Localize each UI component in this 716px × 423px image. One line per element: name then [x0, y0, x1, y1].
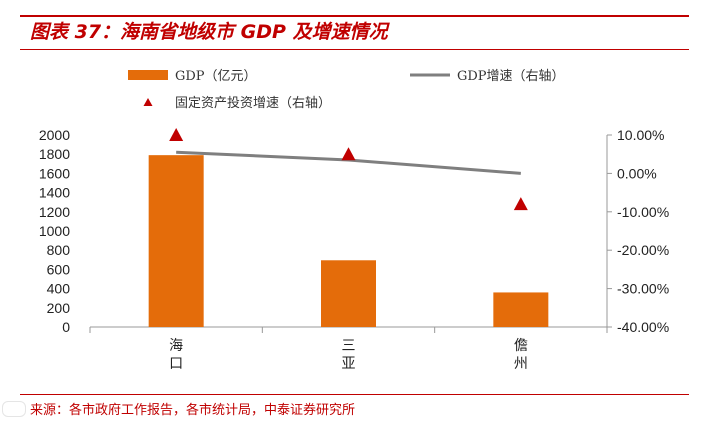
- category-label-char: 亚: [342, 356, 356, 372]
- legend-swatch-gdp: [128, 70, 168, 80]
- title-bar: 图表 37：海南省地级市 GDP 及增速情况: [0, 0, 716, 50]
- left-tick-label: 600: [47, 261, 71, 277]
- gdp-bar: [321, 260, 376, 327]
- left-tick-label: 1600: [39, 165, 70, 181]
- category-label-char: 海: [169, 338, 183, 354]
- left-tick-label: 0: [62, 319, 70, 335]
- gdp-bar: [493, 292, 549, 327]
- right-tick-label: -40.00%: [617, 319, 669, 335]
- left-tick-label: 1400: [39, 185, 70, 201]
- category-label-char: 州: [514, 356, 528, 372]
- investment-growth-marker: [169, 128, 184, 141]
- top-rule: [20, 15, 689, 17]
- watermark-icon: [2, 401, 26, 417]
- left-tick-label: 400: [47, 281, 71, 297]
- gdp-bar: [148, 155, 204, 327]
- title-underline: [20, 49, 689, 50]
- investment-growth-marker: [341, 147, 356, 161]
- left-tick-label: 200: [47, 300, 71, 316]
- chart-title: 图表 37：海南省地级市 GDP 及增速情况: [30, 21, 388, 43]
- left-tick-label: 2000: [39, 127, 70, 143]
- left-axis-ticks: 0 200 400 600 800 1000 1200 1400 1600 1800 2000: [39, 127, 70, 335]
- bars: [148, 155, 549, 327]
- source-note: 来源：各市政府工作报告，各市统计局，中泰证券研究所: [30, 399, 355, 418]
- left-tick-label: 1000: [39, 223, 70, 239]
- investment-growth-marker: [513, 197, 528, 211]
- legend-marker-investment: [143, 98, 153, 106]
- legend-label-investment: 固定资产投资增速（右轴）: [175, 95, 331, 111]
- legend-label-gdp-growth: GDP增速（右轴）: [457, 69, 565, 84]
- left-tick-label: 800: [47, 242, 71, 258]
- left-tick-label: 1200: [39, 204, 70, 220]
- investment-markers: [169, 128, 528, 211]
- source-text: 各市政府工作报告，各市统计局，中泰证券研究所: [69, 403, 356, 418]
- legend: GDP（亿元） GDP增速（右轴） 固定资产投资增速（右轴）: [128, 69, 565, 111]
- right-axis-ticks: 10.00% 0.00% -10.00% -20.00% -30.00% -40.00%: [607, 127, 669, 335]
- right-tick-label: -20.00%: [617, 242, 669, 258]
- legend-label-gdp: GDP（亿元）: [175, 69, 257, 84]
- right-tick-label: -10.00%: [617, 204, 669, 220]
- left-tick-label: 1800: [39, 146, 70, 162]
- category-label-char: 口: [169, 356, 183, 372]
- right-tick-label: 10.00%: [617, 127, 664, 143]
- footer-rule: [20, 394, 689, 395]
- category-label-char: 三: [342, 338, 356, 354]
- category-label-char: 儋: [514, 338, 528, 354]
- right-tick-label: 0.00%: [617, 165, 657, 181]
- category-labels: 海口 三亚 儋州: [89, 327, 608, 372]
- source-label: 来源：: [30, 403, 70, 418]
- right-tick-label: -30.00%: [617, 281, 669, 297]
